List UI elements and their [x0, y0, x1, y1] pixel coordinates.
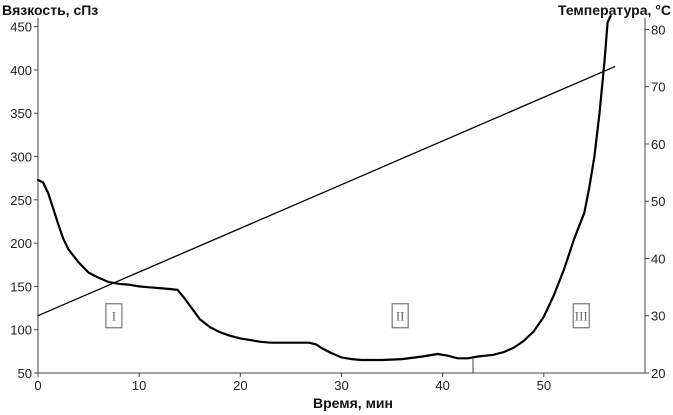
phase-marker-label: II [396, 309, 405, 324]
viscosity-series-line [36, 14, 612, 362]
y2-tick-label: 80 [651, 22, 665, 37]
y2-axis-title: Температура, °С [557, 2, 671, 18]
y2-tick-label: 20 [651, 366, 665, 381]
temperature-series-line [37, 66, 616, 317]
phase-marker-box [105, 303, 123, 329]
phase-marker-box [572, 303, 590, 329]
phase-marker-label: III [575, 309, 588, 324]
y-tick-label: 400 [10, 63, 32, 78]
y-tick-label: 100 [10, 323, 32, 338]
x-axis-title: Время, мин [313, 395, 393, 411]
y-tick-label: 300 [10, 150, 32, 165]
y-tick-label: 150 [10, 279, 32, 294]
y-tick-label: 50 [18, 366, 32, 381]
x-tick-label: 0 [34, 378, 41, 393]
phase-marker-box [391, 303, 409, 329]
x-tick-label: 20 [233, 378, 247, 393]
x-tick-label: 30 [334, 378, 348, 393]
y-tick-label: 350 [10, 106, 32, 121]
y2-tick-label: 40 [651, 251, 665, 266]
y2-tick-label: 70 [651, 80, 665, 95]
y-tick-label: 200 [10, 236, 32, 251]
y-axis-title: Вязкость, сПз [2, 2, 99, 18]
y2-tick-label: 50 [651, 194, 665, 209]
x-tick-label: 10 [132, 378, 146, 393]
y-tick-label: 450 [10, 20, 32, 35]
y2-tick-label: 60 [651, 137, 665, 152]
y2-tick-label: 30 [651, 309, 665, 324]
y-tick-label: 250 [10, 193, 32, 208]
phase-marker-label: I [112, 309, 116, 324]
x-tick-label: 40 [435, 378, 449, 393]
x-tick-label: 50 [537, 378, 551, 393]
